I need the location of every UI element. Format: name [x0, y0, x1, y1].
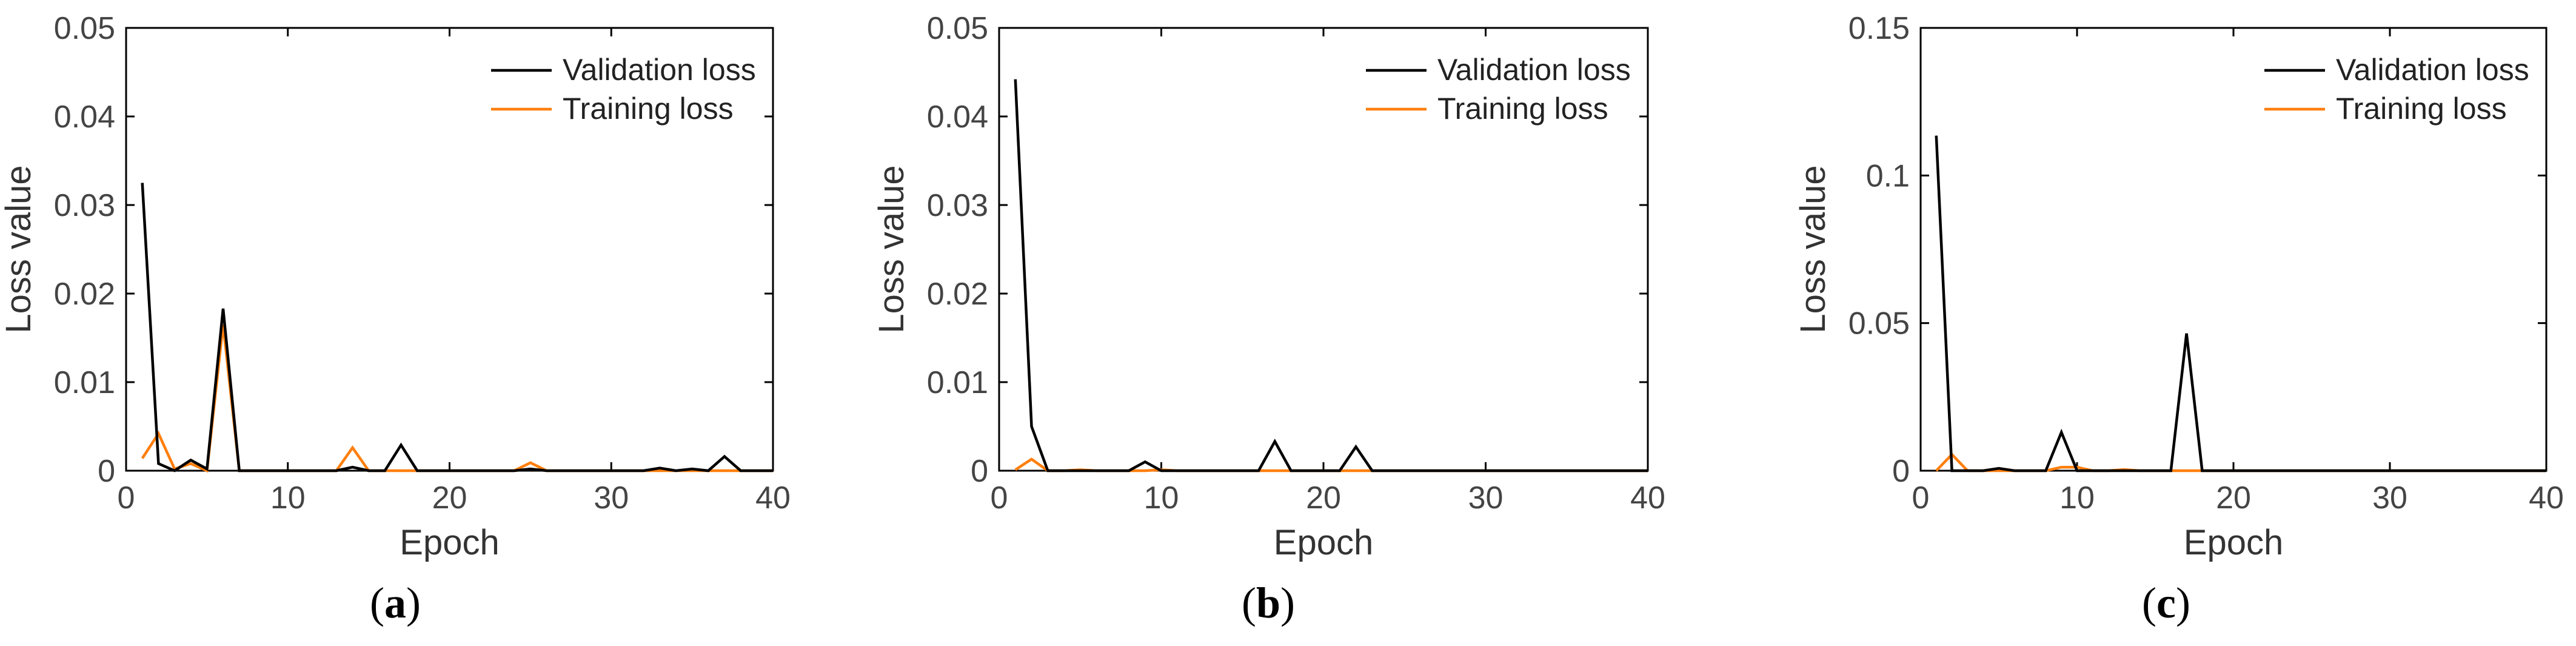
- y-tick-label: 0: [1892, 454, 1910, 489]
- x-tick-label: 40: [755, 480, 791, 516]
- y-axis-title: Loss value: [872, 165, 911, 333]
- y-tick-label: 0.1: [1866, 158, 1910, 193]
- x-tick-label: 30: [594, 480, 629, 516]
- legend-entry: Training loss: [2336, 92, 2507, 126]
- y-tick-label: 0.01: [927, 365, 988, 400]
- x-tick-label: 20: [432, 480, 467, 516]
- y-tick-label: 0.02: [927, 277, 988, 312]
- y-tick-label: 0.05: [927, 11, 988, 46]
- x-axis-title: Epoch: [1274, 523, 1373, 562]
- y-tick-label: 0.03: [927, 188, 988, 223]
- y-tick-label: 0.03: [54, 188, 115, 223]
- validation-loss-line: [1014, 79, 1648, 473]
- training-loss-line: [1935, 452, 2546, 473]
- y-tick-label: 0.05: [1848, 306, 1910, 342]
- chart-panel: 0 10 20 30 40 0 0.05 0.1 0.15 Epoch Loss value Vali…: [1793, 11, 2564, 627]
- x-tick-label: 30: [1468, 480, 1504, 516]
- y-tick-label: 0.15: [1848, 11, 1910, 46]
- x-tick-label: 20: [2216, 480, 2251, 516]
- training-loss-line: [1014, 457, 1648, 473]
- y-tick-label: 0.04: [54, 99, 115, 135]
- legend-entry: Training loss: [563, 92, 734, 126]
- y-tick-label: 0.04: [927, 99, 988, 135]
- validation-loss-line: [141, 183, 773, 473]
- x-axis-title: Epoch: [400, 523, 499, 562]
- panel-label: (c): [2142, 579, 2190, 627]
- validation-loss-line: [1935, 135, 2546, 473]
- x-tick-label: 0: [1912, 480, 1930, 516]
- x-tick-label: 40: [2529, 480, 2564, 516]
- chart-panel: 0 10 20 30 40 0 0.01 0.02 0.03 0.04 0.05 Epoch Loss …: [872, 11, 1665, 627]
- y-axis-title: Loss value: [0, 165, 38, 333]
- y-axis-title: Loss value: [1793, 165, 1833, 333]
- y-tick-label: 0: [971, 454, 988, 489]
- legend-entry: Validation loss: [1437, 53, 1631, 87]
- panel-label: (b): [1242, 579, 1295, 627]
- panel-label: (a): [370, 579, 421, 627]
- x-tick-label: 10: [2059, 480, 2095, 516]
- x-tick-label: 0: [118, 480, 135, 516]
- chart-panel: 0 10 20 30 40 0 0.01 0.02 0.03 0.04 0.05 Epoch Loss …: [0, 11, 791, 627]
- x-tick-label: 10: [1144, 480, 1179, 516]
- y-tick-label: 0.05: [54, 11, 115, 46]
- x-tick-label: 0: [991, 480, 1008, 516]
- x-tick-label: 20: [1306, 480, 1341, 516]
- legend-entry: Validation loss: [563, 53, 756, 87]
- x-tick-label: 40: [1630, 480, 1665, 516]
- x-axis-title: Epoch: [2184, 523, 2283, 562]
- y-tick-label: 0.02: [54, 277, 115, 312]
- x-tick-label: 30: [2372, 480, 2407, 516]
- x-tick-label: 10: [270, 480, 306, 516]
- legend-entry: Validation loss: [2336, 53, 2529, 87]
- y-tick-label: 0: [98, 454, 115, 489]
- legend-entry: Training loss: [1437, 92, 1608, 126]
- y-tick-label: 0.01: [54, 365, 115, 400]
